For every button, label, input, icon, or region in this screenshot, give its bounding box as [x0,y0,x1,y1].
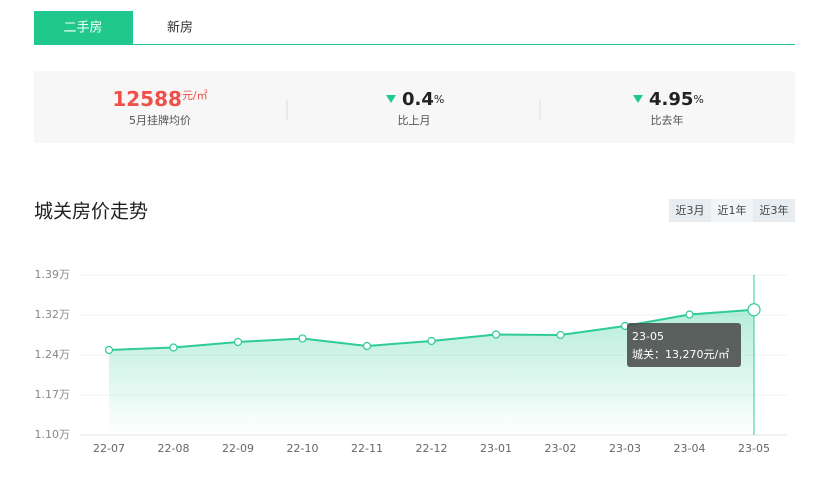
point [685,310,694,319]
point [491,330,501,339]
period-label[interactable]: 近1年 [718,203,747,217]
tooltip-title: 23-05 [632,330,664,343]
point [427,336,436,346]
stat-value: 12588元/㎡ [112,87,207,111]
y-tick-label: 1.24万 [35,348,71,361]
tooltip-label: 城关：13,270元/㎡ [632,347,729,361]
period-button[interactable] [753,199,795,222]
y-tick-label: 1.32万 [35,308,71,321]
x-tick-label: 22-07 [93,442,125,455]
x-tick-label: 23-05 [738,442,770,455]
stat-label: 5月挂牌均价 [129,113,191,127]
x-tick-label: 22-12 [416,442,448,455]
y-tick-label: 1.10万 [35,428,71,441]
stats-panel [34,71,795,143]
y-tick-label: 1.17万 [35,388,71,401]
x-tick-label: 23-03 [609,442,641,455]
x-tick-label: 23-02 [545,442,577,455]
tab[interactable]: 二手房 [63,20,102,36]
point [747,303,761,317]
point [169,343,178,352]
plot: 1.10万 1.17万 1.24万 1.32万 1.39万 22-07 22-08 22-09… [35,268,787,455]
point [298,334,307,343]
x-tick-label: 23-01 [480,442,512,455]
period-button[interactable] [711,199,753,222]
x-tick-label: 22-11 [351,442,383,455]
down-arrow [633,95,643,103]
stat-label: 比去年 [651,113,684,127]
x-tick-label: 22-09 [222,442,254,455]
section-title: 城关房价走势 [34,201,148,223]
point [362,341,372,351]
point [104,345,114,355]
stat-label: 比上月 [398,114,431,127]
stat-value: 4.95% [649,89,704,110]
tab[interactable]: 新房 [167,20,193,36]
tab-active[interactable] [34,11,133,44]
point [556,330,565,340]
period-label[interactable]: 近3月 [676,204,705,217]
stat-value: 0.4% [402,89,444,110]
x-tick-label: 23-04 [674,442,706,455]
down-arrow [386,95,396,103]
tooltip [627,323,741,367]
period-button[interactable] [669,199,711,222]
x-tick-label: 22-10 [287,442,319,455]
y-tick-label: 1.39万 [35,268,71,281]
period-label[interactable]: 近3年 [760,203,789,217]
point [233,337,243,347]
x-tick-label: 22-08 [158,442,190,455]
